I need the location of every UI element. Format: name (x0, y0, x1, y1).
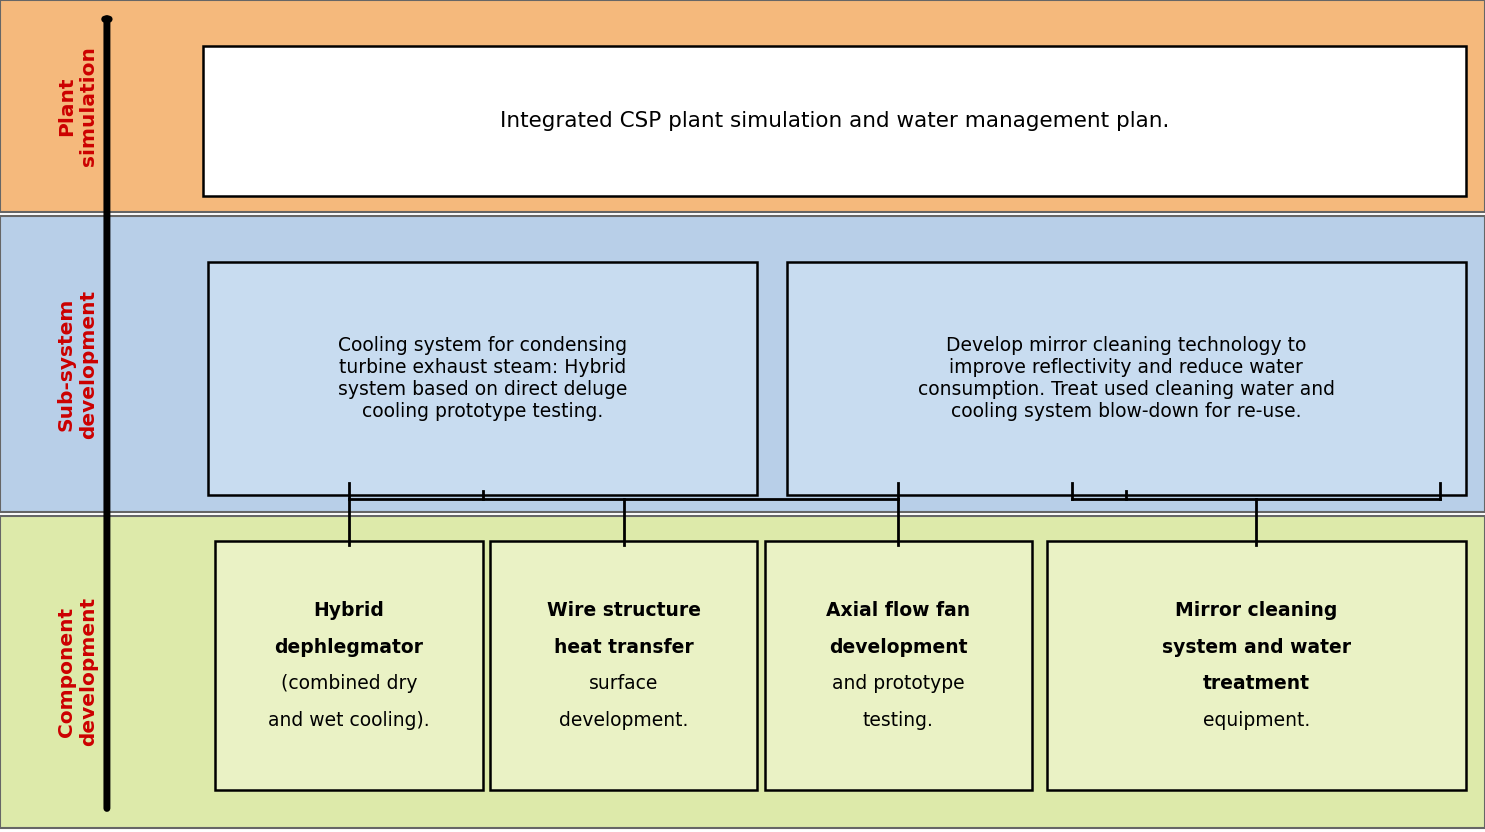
Text: Hybrid: Hybrid (313, 602, 385, 620)
Bar (0, 516, 1485, 828)
Text: Cooling system for condensing
turbine exhaust steam: Hybrid
system based on dire: Cooling system for condensing turbine ex… (339, 336, 627, 421)
FancyBboxPatch shape (490, 541, 757, 790)
Text: dephlegmator: dephlegmator (275, 638, 423, 656)
Text: testing.: testing. (863, 711, 934, 730)
Text: Wire structure: Wire structure (546, 602, 701, 620)
FancyBboxPatch shape (215, 541, 483, 790)
FancyBboxPatch shape (203, 46, 1466, 196)
Text: Component
development: Component development (56, 597, 98, 746)
Text: heat transfer: heat transfer (554, 638, 693, 656)
FancyBboxPatch shape (1047, 541, 1466, 790)
Text: development.: development. (558, 711, 689, 730)
Bar (0, 0, 1485, 212)
Bar (0, 216, 1485, 512)
FancyBboxPatch shape (765, 541, 1032, 790)
Text: surface: surface (590, 675, 658, 693)
Text: Axial flow fan: Axial flow fan (826, 602, 971, 620)
Text: and wet cooling).: and wet cooling). (269, 711, 429, 730)
Text: Integrated CSP plant simulation and water management plan.: Integrated CSP plant simulation and wate… (500, 111, 1169, 131)
Text: development: development (829, 638, 968, 656)
Text: (combined dry: (combined dry (281, 675, 417, 693)
Text: Develop mirror cleaning technology to
improve reflectivity and reduce water
cons: Develop mirror cleaning technology to im… (918, 336, 1335, 421)
Text: and prototype: and prototype (832, 675, 965, 693)
FancyBboxPatch shape (208, 262, 757, 495)
Text: Sub-system
development: Sub-system development (56, 290, 98, 438)
Text: Mirror cleaning: Mirror cleaning (1175, 602, 1338, 620)
Text: equipment.: equipment. (1203, 711, 1310, 730)
Text: Plant
simulation: Plant simulation (56, 46, 98, 166)
Text: system and water: system and water (1161, 638, 1351, 656)
FancyBboxPatch shape (787, 262, 1466, 495)
Text: treatment: treatment (1203, 675, 1310, 693)
